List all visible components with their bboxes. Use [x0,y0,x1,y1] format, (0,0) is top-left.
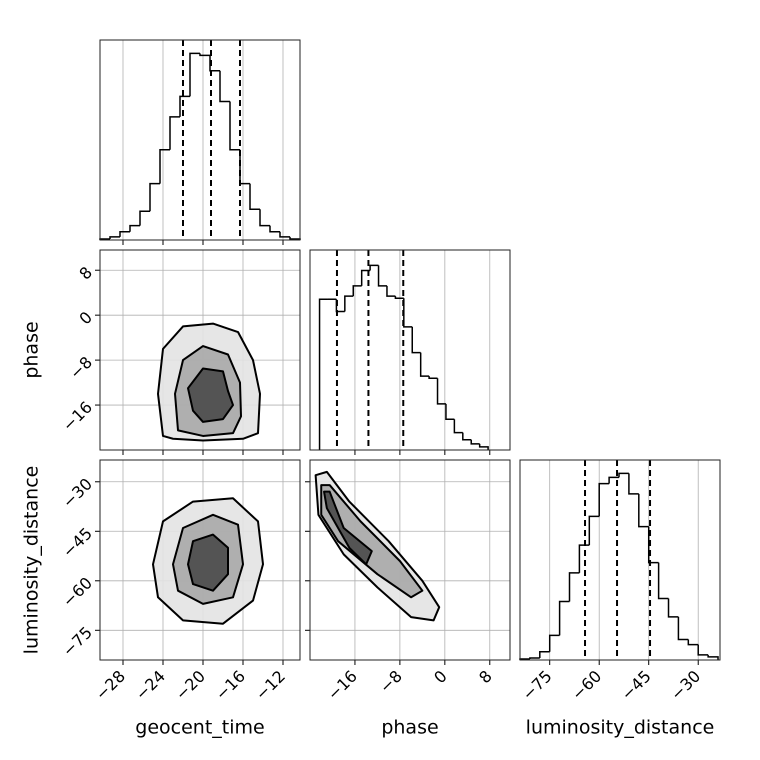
y-tick-label: −75 [59,623,96,660]
histogram-step [249,183,260,210]
histogram-step [109,236,120,239]
histogram-step [159,148,170,184]
histogram-step [352,285,362,297]
histogram-step [279,231,290,238]
x-tick-label: 0 [430,667,451,688]
histogram-step [229,101,240,151]
y-tick-label: −60 [59,573,96,610]
y-tick-label: −45 [59,524,96,561]
x-tick-label: −28 [92,667,129,704]
histogram-step [369,264,379,271]
histogram-step [411,326,421,354]
panel-frame [519,459,721,661]
histogram-step [628,473,639,495]
histogram-step [667,598,679,618]
y-tick-label: −8 [66,353,96,383]
panel [310,250,510,450]
histogram-step [394,296,404,299]
histogram-step [419,352,430,377]
histogram-step [169,116,180,150]
histogram-step [428,376,438,379]
histogram-step [677,616,689,641]
x-tick-label: −16 [212,667,249,704]
histogram-step [638,493,649,528]
y-axis-label: phase [21,321,43,378]
x-tick-label: −75 [518,667,555,704]
contour-group [152,497,264,625]
x-tick-label: −16 [324,667,361,704]
histogram-step [119,231,130,237]
x-axis-label: phase [381,717,438,739]
histogram-step [598,482,610,517]
y-tick-label: −30 [59,474,96,511]
panel-frame [309,249,511,451]
histogram-step [588,515,600,546]
histogram-step [687,639,699,646]
contour [187,533,229,592]
histogram-step [558,600,570,636]
histogram-step [568,572,580,602]
histogram-step [139,210,150,226]
histogram-step [647,526,659,564]
panel-frame [99,249,301,451]
histogram-step [697,644,709,656]
panel-frame [99,39,301,241]
histogram-step [470,439,480,445]
histogram-step [453,419,463,434]
histogram-step [707,654,719,660]
x-axis-label: geocent_time [135,717,264,739]
y-tick-label: 8 [75,263,96,284]
x-axis-label: luminosity_distance [526,717,715,739]
panel-frame [309,459,511,661]
histogram-step [608,476,620,484]
histogram-step [189,52,200,97]
x-tick-label: −60 [568,667,605,704]
x-tick-label: −45 [617,667,654,704]
x-tick-label: −20 [172,667,209,704]
histogram-step [618,472,629,478]
x-tick-label: −24 [132,667,169,704]
contour-group [314,470,441,622]
histogram-step [462,432,472,441]
histogram-step [377,265,387,287]
x-tick-label: 8 [475,667,496,688]
panel [520,460,720,660]
x-tick-label: −12 [252,667,289,704]
contour-group [157,322,261,442]
x-tick-label: −8 [376,667,406,697]
y-tick-label: −16 [59,398,96,435]
y-tick-label: 0 [75,308,96,329]
histogram-step [403,298,413,328]
histogram-step [360,269,371,286]
histogram-step [445,403,455,420]
histogram-step [129,224,140,232]
histogram-step [219,70,230,103]
contour [323,490,373,566]
histogram-step [149,182,160,212]
histogram-step [179,95,190,117]
histogram-step [436,378,446,405]
histogram-step [386,285,396,297]
histogram-step [529,657,540,659]
histogram-step [199,53,210,57]
histogram-step [657,562,669,600]
histogram-step [318,298,328,450]
histogram-step [344,295,354,312]
histogram-step [478,443,489,450]
contour [187,367,234,423]
histogram-step [539,651,550,658]
histogram-step [259,209,270,227]
y-axis-label: luminosity_distance [21,466,43,655]
x-tick-label: −30 [667,667,704,704]
contour [320,484,424,599]
histogram-step [548,634,560,652]
panel [100,40,300,240]
histogram-step [269,225,280,233]
panel-frame [99,459,301,661]
